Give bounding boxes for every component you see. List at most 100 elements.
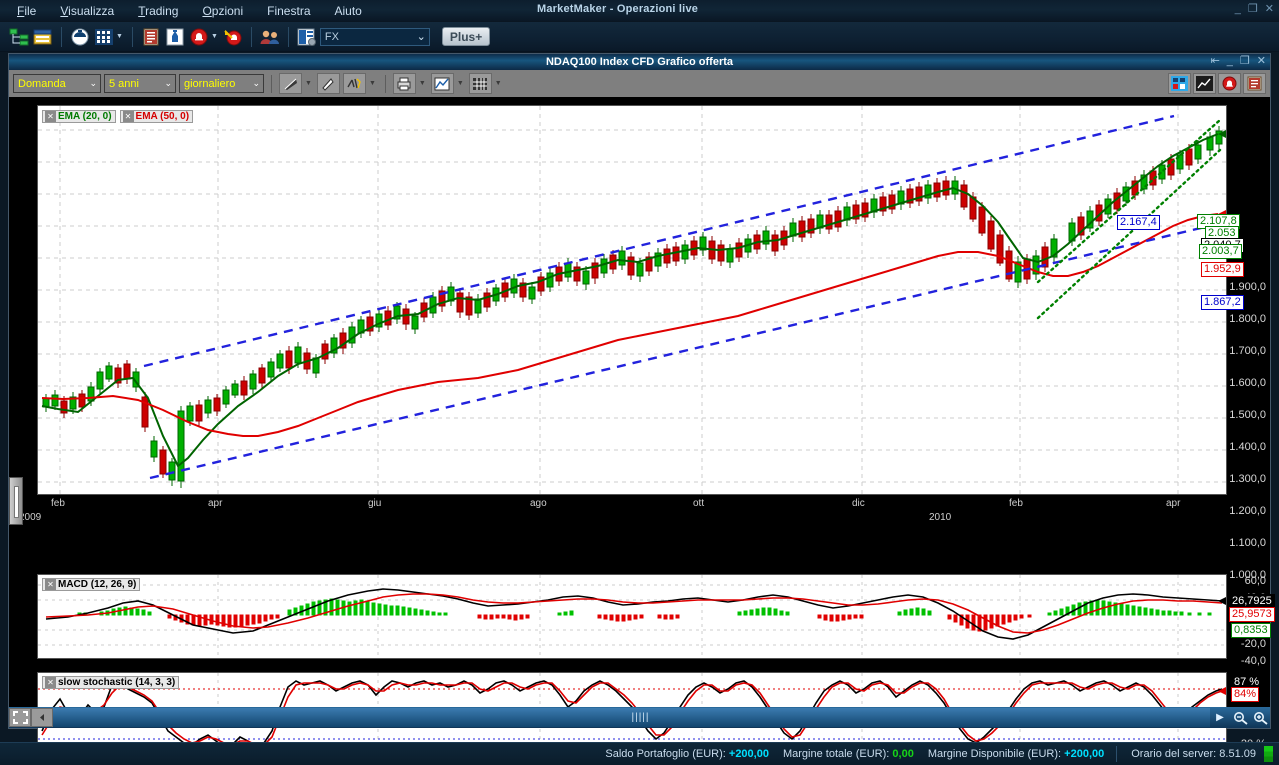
price-panel[interactable]: ✕ EMA (20, 0) ✕ EMA (50, 0)	[37, 105, 1227, 495]
xtick-apr-2010: apr	[1166, 498, 1181, 509]
drawing-dropdown-icon[interactable]: ▼	[368, 80, 376, 87]
account-icon[interactable]	[296, 26, 318, 48]
app-title: MarketMaker - Operazioni live	[537, 3, 699, 15]
macd-panel[interactable]: ✕ MACD (12, 26, 9)	[37, 574, 1227, 659]
quote-grid-icon[interactable]	[93, 26, 115, 48]
status-bar: Saldo Portafoglio (EUR): +200,00 Margine…	[0, 742, 1279, 765]
legend-ema20[interactable]: ✕ EMA (20, 0)	[42, 110, 116, 123]
quote-grid-dropdown-icon[interactable]: ▼	[116, 33, 123, 40]
total-margin-label: Margine totale (EUR):	[782, 748, 890, 760]
news-icon[interactable]	[140, 26, 162, 48]
alert-add-icon[interactable]	[222, 26, 244, 48]
menubar: FFileile Visualizza Trading Opzioni Fine…	[0, 0, 373, 22]
macd-pointer	[1218, 597, 1226, 605]
macd-signal-line	[45, 593, 1223, 634]
grid-dropdown-icon[interactable]: ▼	[494, 80, 502, 87]
period-value: 5 anni	[109, 77, 139, 90]
chart-type-icon[interactable]	[1168, 73, 1191, 94]
price-side-select[interactable]: Domanda ⌄	[13, 74, 101, 93]
zoom-in-icon[interactable]	[1250, 708, 1270, 727]
print-icon[interactable]	[392, 73, 416, 94]
fit-chart-icon[interactable]	[9, 708, 31, 727]
ytick-1400: 1.400,0	[1229, 441, 1266, 453]
research-icon[interactable]	[164, 26, 186, 48]
chart-collapse-handle-grip	[14, 486, 19, 518]
minimize-icon[interactable]: _	[1226, 55, 1233, 67]
chevron-down-icon[interactable]: ⌄	[416, 30, 426, 43]
xtick-year-2010: 2010	[929, 512, 952, 523]
price-tag-upper-channel: 2.167,4	[1117, 215, 1160, 230]
zoom-out-icon[interactable]	[1230, 708, 1250, 727]
chevron-down-icon[interactable]: ⌄	[89, 78, 97, 88]
status-separator	[1116, 746, 1118, 762]
ytick-1900: 1.900,0	[1229, 281, 1266, 293]
scroll-thumb-grip[interactable]: |||||	[631, 712, 650, 723]
contacts-icon[interactable]	[259, 26, 281, 48]
restore-down-icon[interactable]: ⇤	[1210, 55, 1220, 67]
print-dropdown-icon[interactable]: ▼	[418, 80, 426, 87]
chart-window-titlebar: NDAQ100 Index CFD Grafico offerta ⇤ _ ❐ …	[9, 54, 1270, 70]
xtick-apr-2009: apr	[208, 498, 223, 509]
price-tag-lower-channel: 1.867,2	[1201, 295, 1244, 310]
plus-button[interactable]: Plus+	[441, 27, 491, 46]
menu-visualizza[interactable]: Visualizza	[60, 4, 115, 18]
macd-ytick-60: 60,0	[1244, 575, 1266, 587]
close-icon[interactable]: ✕	[1256, 55, 1266, 67]
close-icon[interactable]: ✕	[45, 579, 56, 590]
maximize-icon[interactable]: ❐	[1239, 55, 1250, 67]
scroll-track[interactable]: |||||	[53, 708, 1210, 727]
close-icon[interactable]: ✕	[45, 111, 56, 122]
window-controls: _ ❐ ✕	[1235, 3, 1274, 15]
layout-window-icon[interactable]	[32, 26, 54, 48]
macd-line	[45, 588, 1223, 640]
drawing-tool-icon[interactable]	[342, 73, 366, 94]
grid-icon[interactable]	[468, 73, 492, 94]
legend-stochastic[interactable]: ✕ slow stochastic (14, 3, 3)	[42, 676, 180, 689]
menu-trading[interactable]: Trading	[138, 4, 179, 18]
chart-scrollbar: ||||| ▶	[9, 707, 1270, 728]
xtick-dic-2009: dic	[852, 498, 865, 509]
lower-channel-line	[149, 220, 1226, 480]
studies-icon[interactable]	[1193, 73, 1216, 94]
price-tag-ema50: 1.952,9	[1201, 262, 1244, 277]
indicator-icon[interactable]	[430, 73, 454, 94]
legend-macd[interactable]: ✕ MACD (12, 26, 9)	[42, 578, 141, 591]
indicator-dropdown-icon[interactable]: ▼	[456, 80, 464, 87]
minimize-icon[interactable]: _	[1234, 3, 1241, 15]
xtick-feb-2009: feb	[51, 498, 65, 509]
macd-hist-tag: 0,8353	[1231, 623, 1271, 638]
legend-ema50[interactable]: ✕ EMA (50, 0)	[119, 110, 194, 123]
price-tag-2107: 2.107,8	[1197, 214, 1240, 229]
close-icon[interactable]: ✕	[122, 111, 134, 122]
menu-opzioni[interactable]: Opzioni	[202, 4, 244, 18]
workspace-tree-icon[interactable]	[8, 26, 30, 48]
ytick-1700: 1.700,0	[1229, 345, 1266, 357]
upper-fan-line	[1036, 118, 1222, 284]
chevron-down-icon[interactable]: ⌄	[252, 78, 260, 88]
menu-file[interactable]: FFileile	[17, 4, 37, 18]
close-icon[interactable]: ✕	[1264, 3, 1274, 15]
restore-icon[interactable]: ❐	[1247, 3, 1258, 15]
alert-bell-icon[interactable]	[1218, 73, 1241, 94]
scroll-right-button[interactable]: ▶	[1216, 712, 1224, 723]
chevron-down-icon[interactable]: ⌄	[164, 78, 172, 88]
interval-select[interactable]: giornaliero ⌄	[179, 74, 264, 93]
alert-dropdown-icon[interactable]: ▼	[210, 33, 218, 40]
alert-bell-icon[interactable]	[188, 26, 210, 48]
server-time-value: 8.51.09	[1219, 748, 1256, 760]
stoch-k-tag: 87 %	[1231, 675, 1263, 690]
trendline-tool-icon[interactable]	[279, 73, 302, 94]
pointer-tool-icon[interactable]	[316, 73, 340, 94]
menu-aiuto[interactable]: Aiuto	[334, 4, 362, 18]
portfolio-icon[interactable]	[69, 26, 91, 48]
instrument-select[interactable]: FX ⌄	[319, 27, 430, 46]
close-icon[interactable]: ✕	[45, 677, 56, 688]
menu-finestra[interactable]: Finestra	[267, 4, 311, 18]
orderbook-icon[interactable]	[1243, 73, 1266, 94]
chart-collapse-handle[interactable]	[9, 477, 23, 525]
scroll-left-button[interactable]	[31, 708, 53, 727]
lower-fan-line	[1036, 148, 1222, 320]
period-select[interactable]: 5 anni ⌄	[104, 74, 176, 93]
chart-canvas[interactable]: NDAQ100 21:14:58 Domanda 2.053,0 Offerta…	[9, 97, 1275, 757]
trendline-dropdown-icon[interactable]: ▼	[305, 80, 312, 87]
